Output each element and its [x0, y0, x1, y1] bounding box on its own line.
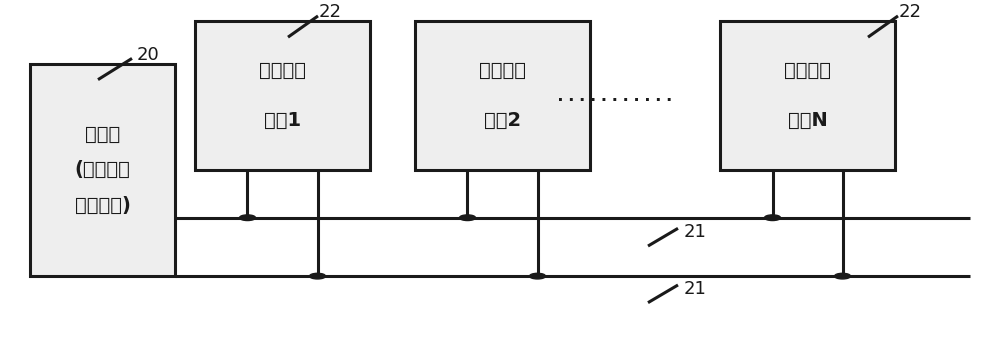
Text: 20: 20	[137, 46, 159, 64]
Text: 雷剳2: 雷剳2	[484, 111, 521, 130]
FancyBboxPatch shape	[415, 21, 590, 170]
Text: 雷剳1: 雷剳1	[264, 111, 301, 130]
Text: 22: 22	[898, 4, 922, 21]
Text: 雷管N: 雷管N	[788, 111, 827, 130]
Text: ...........: ...........	[555, 87, 675, 104]
Text: 起爆器: 起爆器	[85, 125, 120, 144]
Text: 数码电子: 数码电子	[259, 61, 306, 80]
Text: 21: 21	[684, 223, 706, 241]
FancyBboxPatch shape	[30, 64, 175, 276]
Text: 21: 21	[684, 280, 706, 297]
Text: 注入终端): 注入终端)	[75, 196, 130, 215]
Text: 22: 22	[318, 4, 342, 21]
Circle shape	[765, 215, 780, 221]
Circle shape	[530, 273, 546, 279]
Text: 数码电子: 数码电子	[479, 61, 526, 80]
Text: 数码电子: 数码电子	[784, 61, 831, 80]
Circle shape	[239, 215, 255, 221]
Circle shape	[459, 215, 476, 221]
FancyBboxPatch shape	[720, 21, 895, 170]
Circle shape	[310, 273, 326, 279]
Text: (雷管信息: (雷管信息	[75, 160, 130, 179]
FancyBboxPatch shape	[195, 21, 370, 170]
Circle shape	[834, 273, 850, 279]
